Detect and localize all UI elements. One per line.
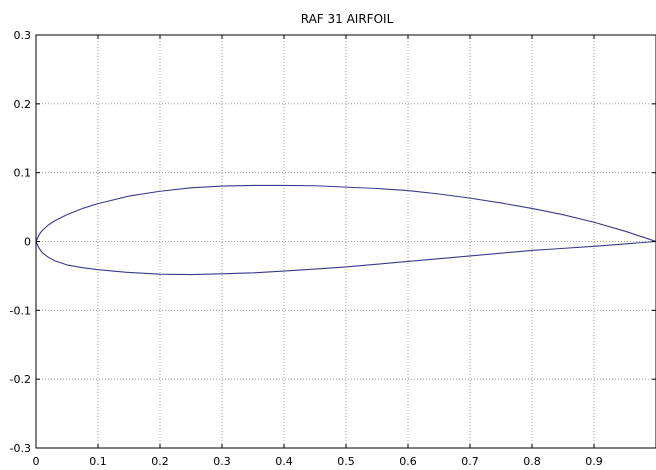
y-tick-label: -0.1 — [10, 304, 31, 317]
airfoil-upper-surface-line — [35, 184, 656, 243]
airfoil-lower-surface-line — [35, 240, 656, 276]
y-tick-label: 0.2 — [14, 98, 32, 111]
chart-title: RAF 31 AIRFOIL — [301, 12, 394, 26]
y-tick-label: 0.3 — [14, 29, 32, 42]
y-tick-label: -0.3 — [10, 442, 31, 455]
x-tick-label: 0.6 — [399, 455, 417, 468]
x-tick-label: 0 — [33, 455, 40, 468]
x-tick-label: 0.1 — [89, 455, 107, 468]
x-tick-label: 0.9 — [585, 455, 603, 468]
x-tick-label: 0.4 — [275, 455, 293, 468]
x-tick-label: 0.3 — [213, 455, 231, 468]
y-tick-label: 0 — [24, 236, 31, 249]
series-layer — [35, 184, 656, 276]
axis-ticks — [35, 34, 656, 449]
grid-lines — [36, 35, 656, 448]
x-tick-label: 0.2 — [151, 455, 169, 468]
tick-labels: 0 0.1 0.2 0.3 0.4 0.5 0.6 0.7 0.8 0.9 -0.3 -0.2 -0.1… — [10, 29, 603, 468]
y-tick-label: 0.1 — [14, 167, 32, 180]
y-tick-label: -0.2 — [10, 373, 31, 386]
x-tick-label: 0.7 — [461, 455, 479, 468]
x-tick-label: 0.5 — [337, 455, 355, 468]
x-tick-label: 0.8 — [523, 455, 541, 468]
